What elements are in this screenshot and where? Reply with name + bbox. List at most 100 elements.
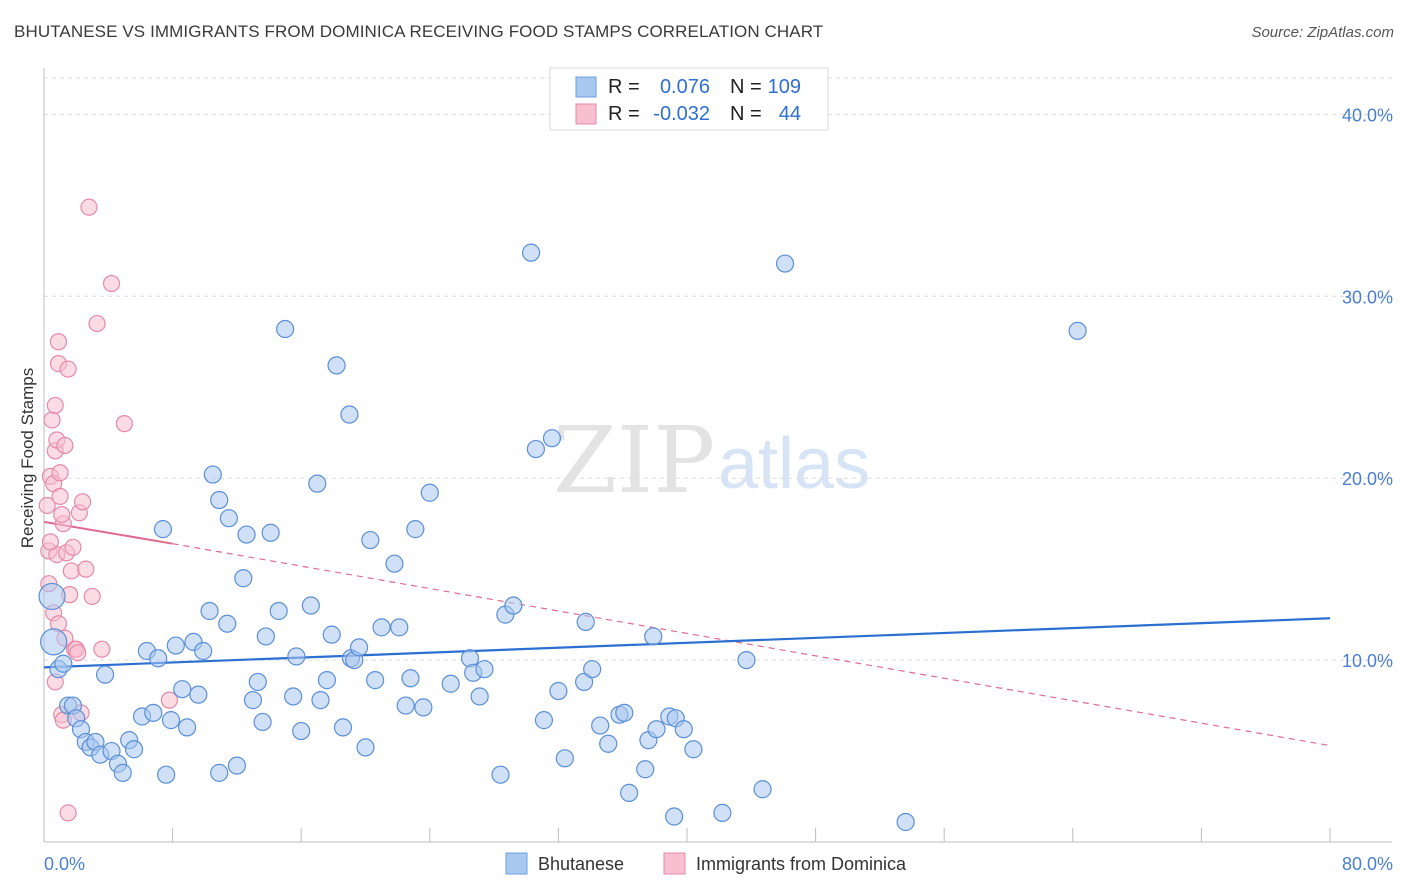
data-point-bhutanese [219, 509, 238, 528]
series-legend: Bhutanese Immigrants from Dominica [505, 852, 907, 875]
data-point-bhutanese [555, 749, 574, 768]
data-point-bhutanese [95, 665, 115, 684]
data-point-bhutanese [149, 649, 168, 668]
data-point-dominica [51, 464, 69, 482]
data-point-bhutanese [644, 627, 663, 646]
data-point-bhutanese [253, 712, 272, 732]
data-point-bhutanese [210, 490, 229, 510]
data-point-dominica [88, 314, 106, 333]
bottom-legend-swatch-dominica [663, 852, 686, 875]
data-point-dominica [49, 333, 68, 351]
data-point-bhutanese [327, 356, 346, 375]
data-point-dominica [73, 493, 92, 511]
data-point-bhutanese [161, 711, 181, 730]
data-point-bhutanese [406, 520, 425, 539]
data-point-bhutanese [441, 674, 460, 693]
data-point-bhutanese [549, 681, 568, 701]
data-point-bhutanese [414, 698, 433, 717]
data-point-bhutanese [153, 520, 173, 539]
data-point-bhutanese [356, 738, 375, 757]
data-point-bhutanese [647, 720, 666, 739]
data-point-bhutanese [526, 439, 545, 459]
watermark-atlas: atlas [718, 424, 870, 504]
data-point-dominica [41, 533, 60, 551]
data-point-bhutanese [261, 523, 280, 542]
legend-n-value-bhutanese: 109 [768, 76, 801, 98]
data-point-bhutanese [189, 685, 208, 704]
trend-line-bhutanese [43, 617, 1331, 669]
data-point-bhutanese [396, 696, 415, 715]
data-point-bhutanese [713, 803, 732, 822]
data-point-bhutanese [340, 405, 359, 424]
y-tick-label: 10.0% [1342, 651, 1393, 671]
data-point-bhutanese [542, 429, 562, 448]
data-point-dominica [69, 644, 87, 662]
data-point-bhutanese [287, 647, 306, 666]
data-point-dominica [56, 436, 74, 455]
data-point-bhutanese [194, 641, 213, 661]
data-point-bhutanese [636, 760, 655, 779]
tick-labels: 10.0% 20.0% 30.0% 40.0% 0.0% 80.0% [44, 105, 1393, 874]
trend-lines [43, 520, 1331, 747]
data-point-bhutanese [113, 763, 132, 782]
data-point-bhutanese [234, 569, 253, 588]
data-point-bhutanese [620, 783, 639, 802]
data-point-dominica [64, 538, 82, 556]
data-point-dominica [43, 411, 61, 429]
data-point-bhutanese [333, 718, 353, 737]
correlation-legend: R = 0.076 N = 109 R = -0.032 N = 44 [549, 67, 829, 131]
data-point-bhutanese [276, 319, 295, 339]
legend-r-value-bhutanese: 0.076 [660, 76, 710, 98]
y-tick-label: 20.0% [1342, 469, 1393, 489]
legend-r-label: R = [608, 76, 640, 98]
data-point-bhutanese [1068, 321, 1087, 340]
watermark: ZIP atlas [553, 407, 870, 514]
data-point-dominica [38, 496, 56, 515]
legend-n-label: N = [730, 76, 762, 98]
data-point-bhutanese [737, 650, 756, 670]
series-immigrants-from-dominica [38, 198, 178, 822]
data-point-dominica [53, 505, 71, 524]
data-point-bhutanese [218, 614, 237, 633]
data-point-dominica [160, 691, 178, 709]
data-point-bhutanese [210, 763, 229, 782]
data-point-bhutanese [200, 601, 219, 621]
data-point-bhutanese [237, 525, 256, 544]
x-tick-label: 80.0% [1342, 854, 1393, 874]
data-point-bhutanese [284, 687, 303, 706]
axes [43, 68, 1392, 843]
data-point-bhutanese [475, 660, 494, 679]
data-point-bhutanese [349, 638, 369, 657]
y-tick-label: 40.0% [1342, 105, 1393, 125]
data-point-bhutanese [124, 740, 144, 759]
x-tick-label: 0.0% [44, 854, 85, 874]
chart-title: BHUTANESE VS IMMIGRANTS FROM DOMINICA RE… [14, 22, 824, 41]
data-point-dominica [59, 804, 77, 822]
data-point-dominica [93, 640, 111, 658]
data-point-bhutanese [243, 691, 263, 710]
data-point-bhutanese [38, 582, 66, 611]
data-point-bhutanese [311, 691, 330, 710]
data-point-dominica [83, 587, 101, 606]
legend-n-value-dominica: 44 [779, 103, 801, 125]
data-point-bhutanese [248, 672, 267, 692]
data-point-bhutanese [322, 625, 341, 644]
legend-r-label: R = [608, 103, 640, 125]
bottom-legend-swatch-bhutanese [505, 852, 528, 875]
data-point-dominica [77, 560, 95, 578]
data-point-bhutanese [372, 618, 391, 637]
data-point-bhutanese [308, 474, 327, 493]
data-point-dominica [46, 396, 64, 415]
watermark-zip: ZIP [553, 407, 715, 514]
data-point-bhutanese [54, 654, 73, 673]
bottom-legend-label-dominica: Immigrants from Dominica [696, 854, 907, 874]
data-point-bhutanese [534, 711, 554, 730]
data-point-dominica [80, 198, 98, 216]
data-point-dominica [102, 274, 121, 293]
data-point-bhutanese [684, 740, 703, 759]
legend-swatch-dominica [575, 103, 597, 125]
data-point-bhutanese [576, 612, 595, 631]
data-point-bhutanese [144, 703, 163, 722]
data-point-bhutanese [583, 660, 602, 679]
